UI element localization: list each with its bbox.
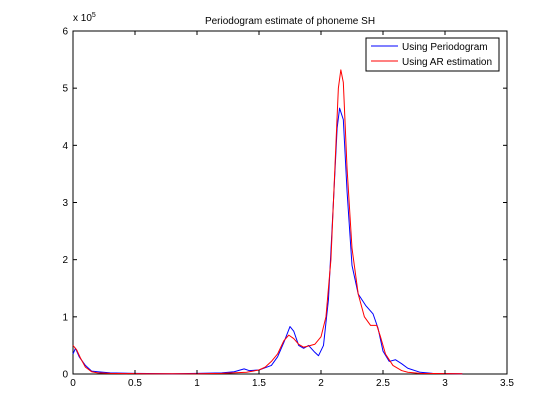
y-exponent-power: 5 [92, 12, 96, 19]
tick-layer: 0 0.5 1 1.5 2 2.5 3 3.5 0 1 2 3 4 5 6 [62, 27, 514, 390]
chart-title: Periodogram estimate of phoneme SH [205, 16, 375, 27]
x-tick-label: 1 [194, 378, 200, 389]
legend: Using Periodogram Using AR estimation [365, 37, 500, 72]
y-tick-label: 5 [62, 84, 68, 95]
y-tick-label: 0 [62, 370, 68, 381]
y-tick-label: 2 [62, 255, 68, 266]
x-tick-label: 2 [318, 378, 324, 389]
y-tick-label: 1 [62, 312, 68, 323]
y-tick-label: 3 [62, 198, 68, 209]
series-line-ar [72, 69, 463, 375]
x-tick-label: 1.5 [252, 378, 266, 389]
legend-label-periodogram: Using Periodogram [402, 42, 488, 53]
x-tick-label: 3.5 [500, 378, 514, 389]
x-tick-label: 0 [70, 378, 76, 389]
y-exponent-base: x 10 [73, 13, 92, 24]
y-tick-label: 6 [62, 27, 68, 38]
y-tick-label: 4 [62, 141, 68, 152]
series-layer [72, 69, 463, 375]
axes-frame [72, 30, 508, 375]
x-tick-label: 0.5 [128, 378, 142, 389]
legend-box [365, 37, 500, 72]
y-exponent-label: x 105 [73, 12, 96, 24]
legend-label-ar: Using AR estimation [402, 57, 492, 68]
x-tick-label: 3 [442, 378, 448, 389]
x-tick-label: 2.5 [376, 378, 390, 389]
